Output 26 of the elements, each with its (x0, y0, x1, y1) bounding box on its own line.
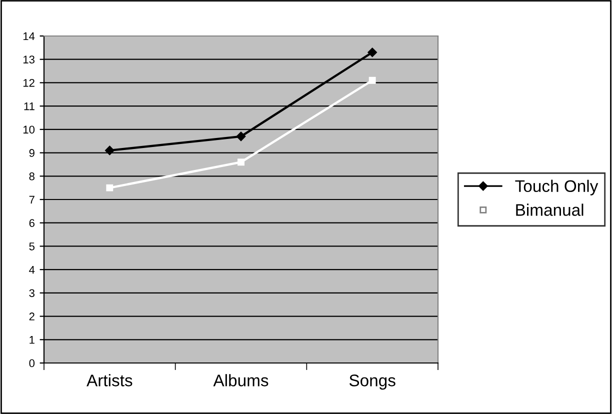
y-tick-label: 0 (29, 359, 35, 368)
y-tick-label: 9 (29, 149, 34, 157)
y-tick-label: 4 (29, 266, 35, 274)
y-tick-label: 2 (29, 312, 34, 320)
point (368, 76, 376, 84)
point (238, 158, 244, 166)
y-tick-label: 1 (30, 336, 34, 344)
y-tick-label: 8 (29, 172, 34, 180)
y-tick-label: 5 (29, 242, 35, 250)
point (236, 132, 246, 142)
y-tick-label: 3 (29, 289, 34, 298)
x-tick-label: Albums (213, 374, 268, 386)
y-tick-label: 12 (23, 78, 34, 87)
legend-label: Touch Only (515, 180, 598, 196)
x-tick-label: Songs (349, 374, 396, 390)
point (105, 146, 114, 156)
y-tick-label: 7 (29, 196, 34, 204)
y-tick-label: 14 (23, 32, 35, 40)
y-tick-label: 11 (24, 102, 34, 110)
y-tick-label: 6 (29, 219, 34, 227)
point (368, 48, 377, 57)
y-tick-label: 10 (23, 126, 35, 134)
y-tick-label: 13 (23, 56, 34, 64)
x-tick-label: Artists (86, 374, 132, 386)
point (106, 184, 114, 192)
legend-label: Bimanual (516, 204, 584, 216)
